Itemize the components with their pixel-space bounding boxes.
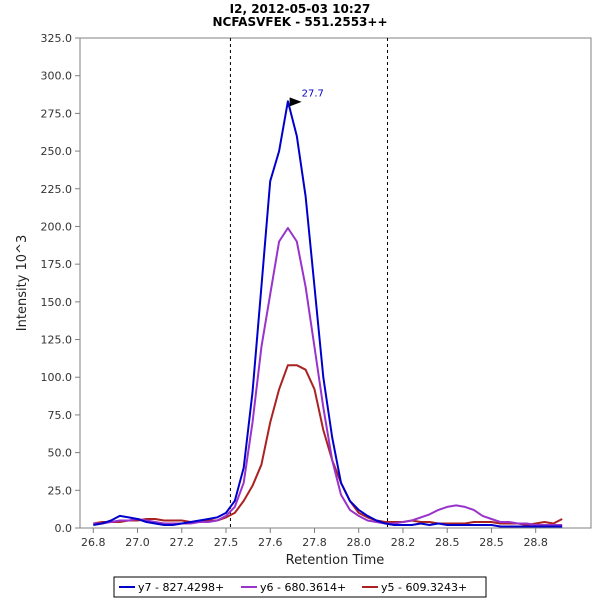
chart-subtitle: NCFASVFEK - 551.2553++ xyxy=(212,15,387,29)
peak-marker-arrow xyxy=(289,97,302,107)
y-tick-label: 250.0 xyxy=(41,145,73,158)
peak-annotation: 27.7 xyxy=(289,88,324,107)
x-tick-label: 28.0 xyxy=(346,536,371,549)
x-tick-label: 28.8 xyxy=(523,536,548,549)
y-tick-label: 200.0 xyxy=(41,220,73,233)
plot-area xyxy=(79,37,592,529)
y-tick-label: 125.0 xyxy=(41,334,73,347)
y-tick-label: 325.0 xyxy=(41,32,73,45)
y-tick-label: 225.0 xyxy=(41,183,73,196)
series-line xyxy=(93,227,563,526)
x-axis-label: Retention Time xyxy=(286,553,385,568)
y-tick-label: 75.0 xyxy=(48,409,73,422)
legend-entry: y6 - 680.3614+ xyxy=(260,581,346,594)
y-tick-label: 0.0 xyxy=(55,522,73,535)
y-tick-label: 300.0 xyxy=(41,70,73,83)
y-tick-label: 100.0 xyxy=(41,371,73,384)
x-axis: 26.8 27.0 27.2 27.5 27.6 27.8 28.0 28.2 28.5 28.5… xyxy=(81,528,548,549)
y-tick-label: 275.0 xyxy=(41,107,73,120)
series-lines xyxy=(93,100,563,528)
x-tick-label: 28.5 xyxy=(435,536,460,549)
legend-box xyxy=(113,576,487,598)
x-tick-label: 27.6 xyxy=(258,536,283,549)
x-tick-label: 27.0 xyxy=(125,536,150,549)
series-line xyxy=(93,100,563,528)
legend-entry: y5 - 609.3243+ xyxy=(381,581,467,594)
legend-entry: y7 - 827.4298+ xyxy=(138,581,224,594)
y-tick-label: 50.0 xyxy=(48,447,73,460)
x-tick-label: 28.2 xyxy=(391,536,416,549)
y-tick-label: 175.0 xyxy=(41,258,73,271)
y-tick-label: 150.0 xyxy=(41,296,73,309)
x-tick-label: 27.8 xyxy=(302,536,327,549)
integration-bounds xyxy=(229,38,388,528)
x-tick-label: 27.5 xyxy=(214,536,239,549)
series-line xyxy=(93,364,563,526)
y-tick-label: 25.0 xyxy=(48,484,73,497)
chart-title: I2, 2012-05-03 10:27 xyxy=(230,2,371,16)
y-axis: 0.0 25.0 50.0 75.0 100.0 125.0 150.0 175.0 200.0… xyxy=(41,32,80,535)
y-axis-label: Intensity 10^3 xyxy=(15,235,30,331)
x-tick-label: 26.8 xyxy=(81,536,106,549)
peak-label: 27.7 xyxy=(302,88,324,99)
x-tick-label: 27.2 xyxy=(170,536,195,549)
legend: y7 - 827.4298+ y6 - 680.3614+ y5 - 609.324… xyxy=(113,576,487,598)
x-tick-label: 28.5 xyxy=(479,536,504,549)
